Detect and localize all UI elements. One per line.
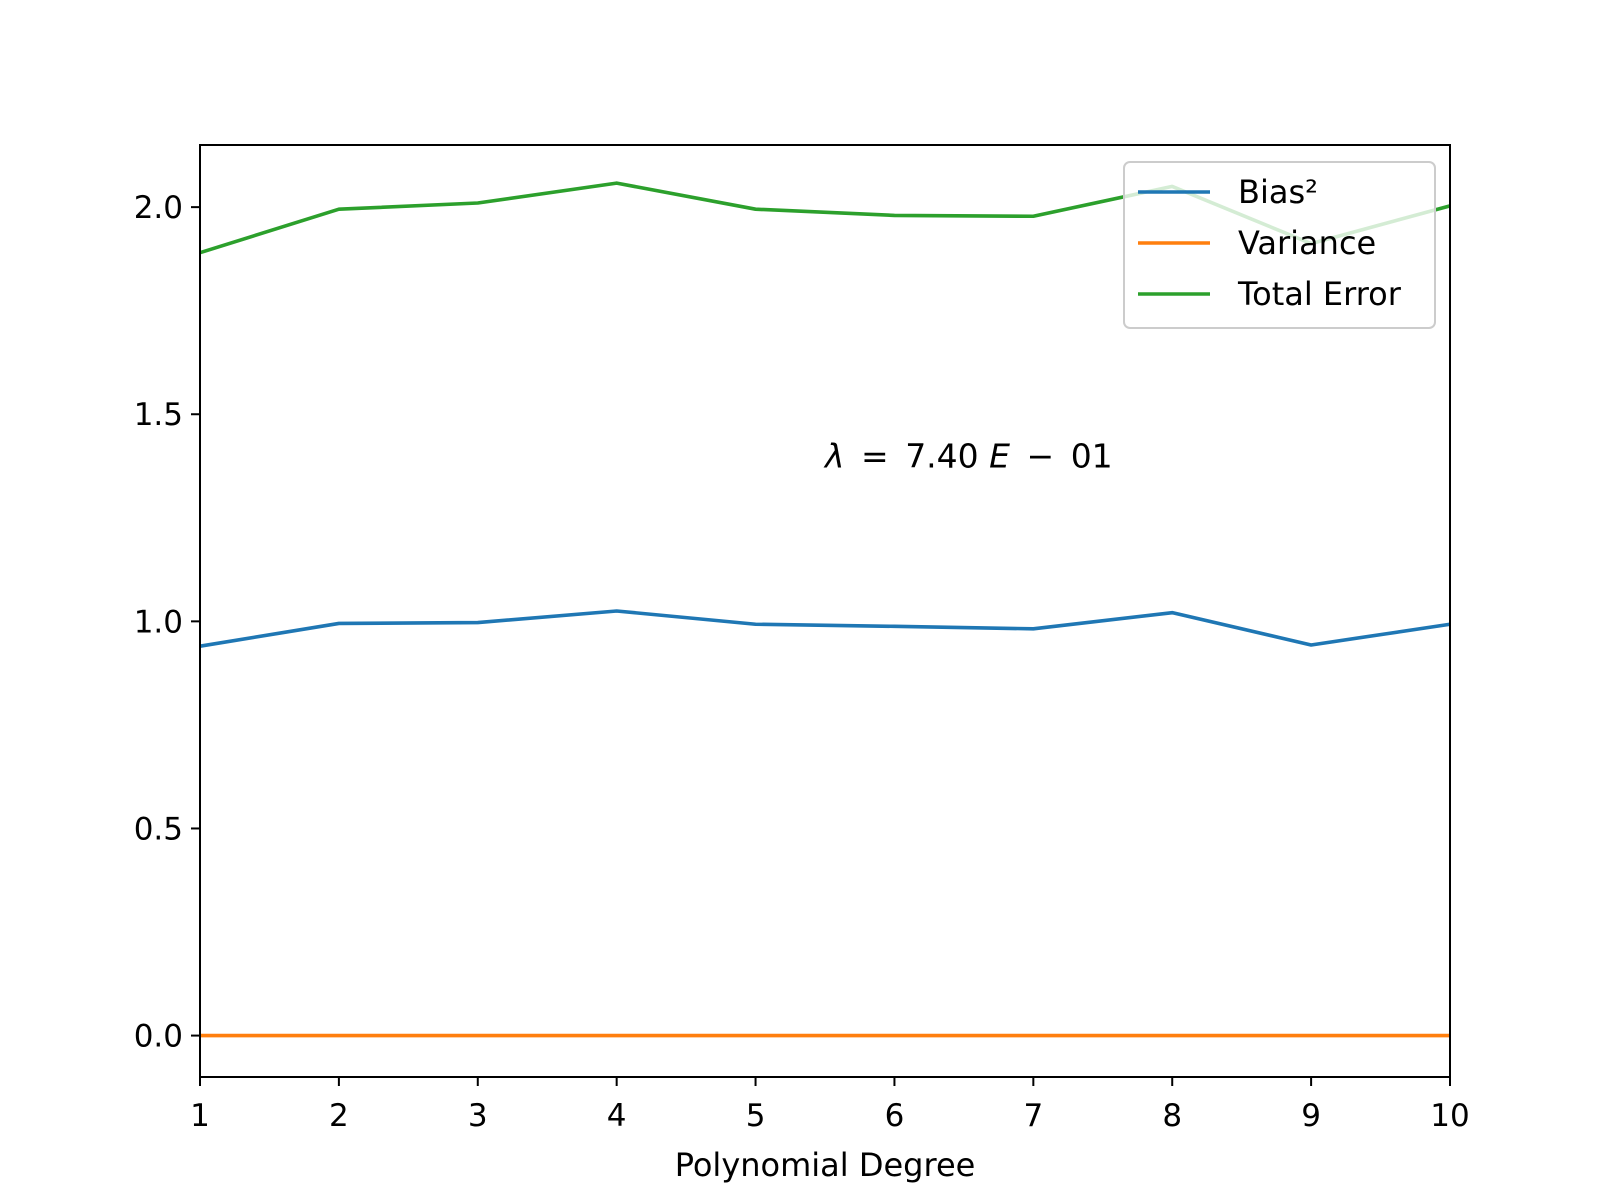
x-tick-label: 5 xyxy=(746,1098,766,1134)
x-tick-label: 10 xyxy=(1430,1098,1469,1134)
y-axis: 0.0 0.5 1.0 1.5 2.0 xyxy=(134,190,200,1055)
x-tick-label: 8 xyxy=(1162,1098,1182,1134)
legend-label: Bias² xyxy=(1238,173,1318,211)
y-tick-label: 1.5 xyxy=(134,397,183,433)
legend-label: Total Error xyxy=(1237,275,1402,313)
annotation-exponent: 01 xyxy=(1071,437,1113,476)
annotation-exponent-letter: E xyxy=(989,437,1010,476)
annotation-mantissa: 7.40 xyxy=(905,437,978,476)
y-tick-label: 0.5 xyxy=(134,811,183,847)
series-line-bias xyxy=(199,609,1451,648)
x-axis-label: Polynomial Degree xyxy=(675,1146,976,1184)
annotation-minus: − xyxy=(1027,437,1055,476)
legend: Bias² Variance Total Error xyxy=(1123,161,1436,329)
x-tick-label: 3 xyxy=(468,1098,488,1134)
x-tick-label: 4 xyxy=(607,1098,627,1134)
x-tick-label: 1 xyxy=(190,1098,210,1134)
x-tick-label: 7 xyxy=(1023,1098,1043,1134)
x-tick-label: 9 xyxy=(1301,1098,1321,1134)
lambda-annotation: λ = 7.40 E − 01 xyxy=(823,437,1113,476)
legend-entries: Bias² Variance Total Error xyxy=(1138,173,1402,313)
y-tick-label: 1.0 xyxy=(134,604,183,640)
y-tick-label: 0.0 xyxy=(134,1019,183,1055)
lambda-symbol: λ xyxy=(823,437,845,476)
annotation-equals: = xyxy=(861,437,889,476)
x-tick-label: 6 xyxy=(885,1098,905,1134)
legend-box xyxy=(1123,161,1436,329)
axes-frame xyxy=(199,144,1451,1078)
x-axis: 1 2 3 4 5 6 7 8 9 10 xyxy=(190,1077,1470,1134)
x-tick-label: 2 xyxy=(329,1098,349,1134)
legend-label: Variance xyxy=(1238,224,1376,262)
y-tick-label: 2.0 xyxy=(134,190,183,226)
